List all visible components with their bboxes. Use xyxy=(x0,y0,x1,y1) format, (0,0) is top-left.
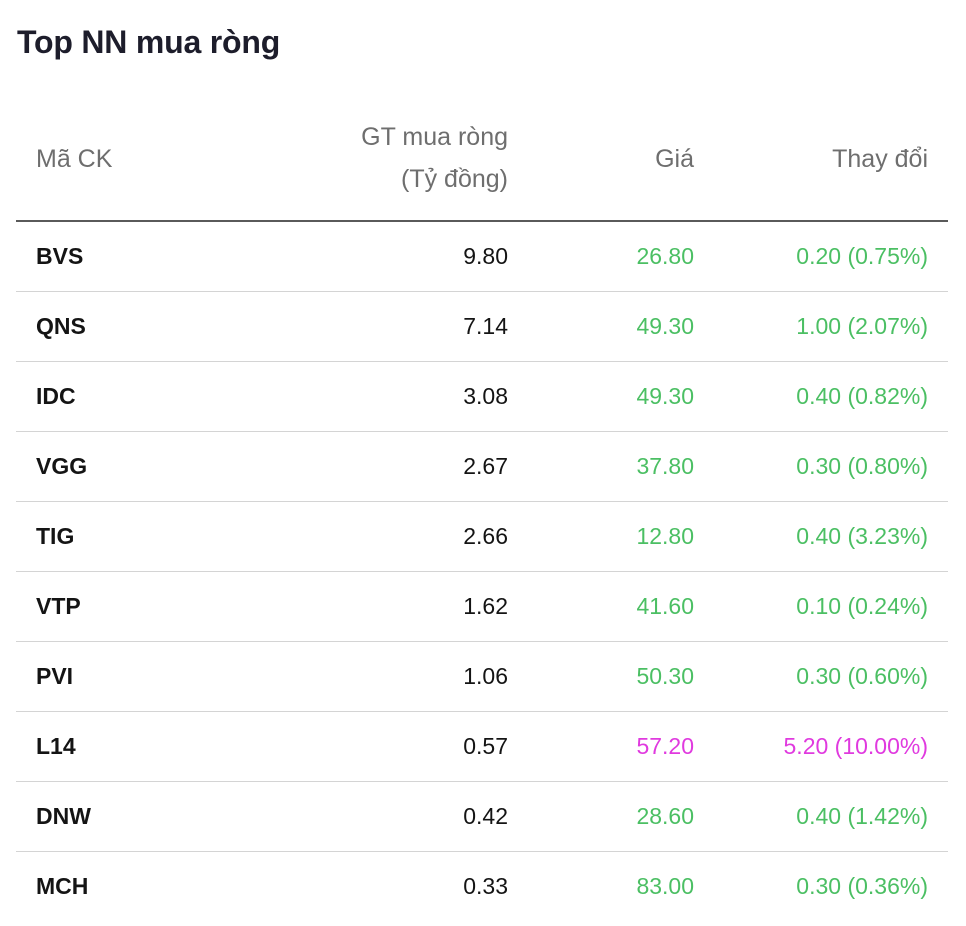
stock-symbol[interactable]: BVS xyxy=(36,243,84,269)
stock-price: 12.80 xyxy=(636,523,694,549)
net-buy-value: 3.08 xyxy=(463,383,508,409)
net-buy-value: 0.42 xyxy=(463,803,508,829)
stock-price: 49.30 xyxy=(636,313,694,339)
table-header: Mã CK GT mua ròng (Tỷ đồng) Giá Thay đổi xyxy=(16,96,948,222)
header-symbol[interactable]: Mã CK xyxy=(36,145,113,173)
price-change: 0.20 (0.75%) xyxy=(796,243,928,269)
table-row[interactable]: QNS 7.14 49.30 1.00 (2.07%) xyxy=(16,292,948,362)
stock-symbol[interactable]: L14 xyxy=(36,733,76,759)
stock-price: 37.80 xyxy=(636,453,694,479)
header-price[interactable]: Giá xyxy=(655,145,694,173)
stock-price: 41.60 xyxy=(636,593,694,619)
table-row[interactable]: IDC 3.08 49.30 0.40 (0.82%) xyxy=(16,362,948,432)
price-change: 0.40 (1.42%) xyxy=(796,803,928,829)
stock-price: 50.30 xyxy=(636,663,694,689)
stock-symbol[interactable]: VGG xyxy=(36,453,88,479)
net-buy-value: 2.67 xyxy=(463,453,508,479)
price-change: 1.00 (2.07%) xyxy=(796,313,928,339)
stock-price: 57.20 xyxy=(636,733,694,759)
price-change: 0.40 (0.82%) xyxy=(796,383,928,409)
header-change[interactable]: Thay đổi xyxy=(832,145,928,173)
table-row[interactable]: MCH 0.33 83.00 0.30 (0.36%) xyxy=(16,852,948,921)
price-change: 0.30 (0.36%) xyxy=(796,873,928,899)
stock-symbol[interactable]: TIG xyxy=(36,523,75,549)
price-change: 5.20 (10.00%) xyxy=(783,733,928,759)
stock-symbol[interactable]: MCH xyxy=(36,873,89,899)
stock-symbol[interactable]: QNS xyxy=(36,313,86,339)
net-buy-value: 9.80 xyxy=(463,243,508,269)
net-buy-value: 2.66 xyxy=(463,523,508,549)
table-row[interactable]: TIG 2.66 12.80 0.40 (3.23%) xyxy=(16,502,948,572)
table-row[interactable]: PVI 1.06 50.30 0.30 (0.60%) xyxy=(16,642,948,712)
net-buy-value: 1.06 xyxy=(463,663,508,689)
net-buy-table: Mã CK GT mua ròng (Tỷ đồng) Giá Thay đổi… xyxy=(16,96,948,921)
stock-symbol[interactable]: DNW xyxy=(36,803,91,829)
stock-symbol[interactable]: PVI xyxy=(36,663,74,689)
stock-price: 83.00 xyxy=(636,873,694,899)
stock-price: 49.30 xyxy=(636,383,694,409)
header-net-buy-value-line2: (Tỷ đồng) xyxy=(401,165,508,193)
table-row[interactable]: L14 0.57 57.20 5.20 (10.00%) xyxy=(16,712,948,782)
net-buy-value: 1.62 xyxy=(463,593,508,619)
price-change: 0.10 (0.24%) xyxy=(796,593,928,619)
stock-price: 28.60 xyxy=(636,803,694,829)
price-change: 0.30 (0.80%) xyxy=(796,453,928,479)
net-buy-value: 0.33 xyxy=(463,873,508,899)
net-buy-value: 0.57 xyxy=(463,733,508,759)
net-buy-value: 7.14 xyxy=(463,313,508,339)
header-net-buy-value-line1: GT mua ròng xyxy=(361,123,508,151)
table-row[interactable]: VTP 1.62 41.60 0.10 (0.24%) xyxy=(16,572,948,642)
stock-price: 26.80 xyxy=(636,243,694,269)
price-change: 0.40 (3.23%) xyxy=(796,523,928,549)
page-title: Top NN mua ròng xyxy=(17,24,281,60)
stock-symbol[interactable]: VTP xyxy=(36,593,81,619)
stock-symbol[interactable]: IDC xyxy=(36,383,76,409)
table-row[interactable]: VGG 2.67 37.80 0.30 (0.80%) xyxy=(16,432,948,502)
header-net-buy-value[interactable]: GT mua ròng (Tỷ đồng) xyxy=(361,116,508,200)
price-change: 0.30 (0.60%) xyxy=(796,663,928,689)
table-row[interactable]: BVS 9.80 26.80 0.20 (0.75%) xyxy=(16,222,948,292)
table-row[interactable]: DNW 0.42 28.60 0.40 (1.42%) xyxy=(16,782,948,852)
